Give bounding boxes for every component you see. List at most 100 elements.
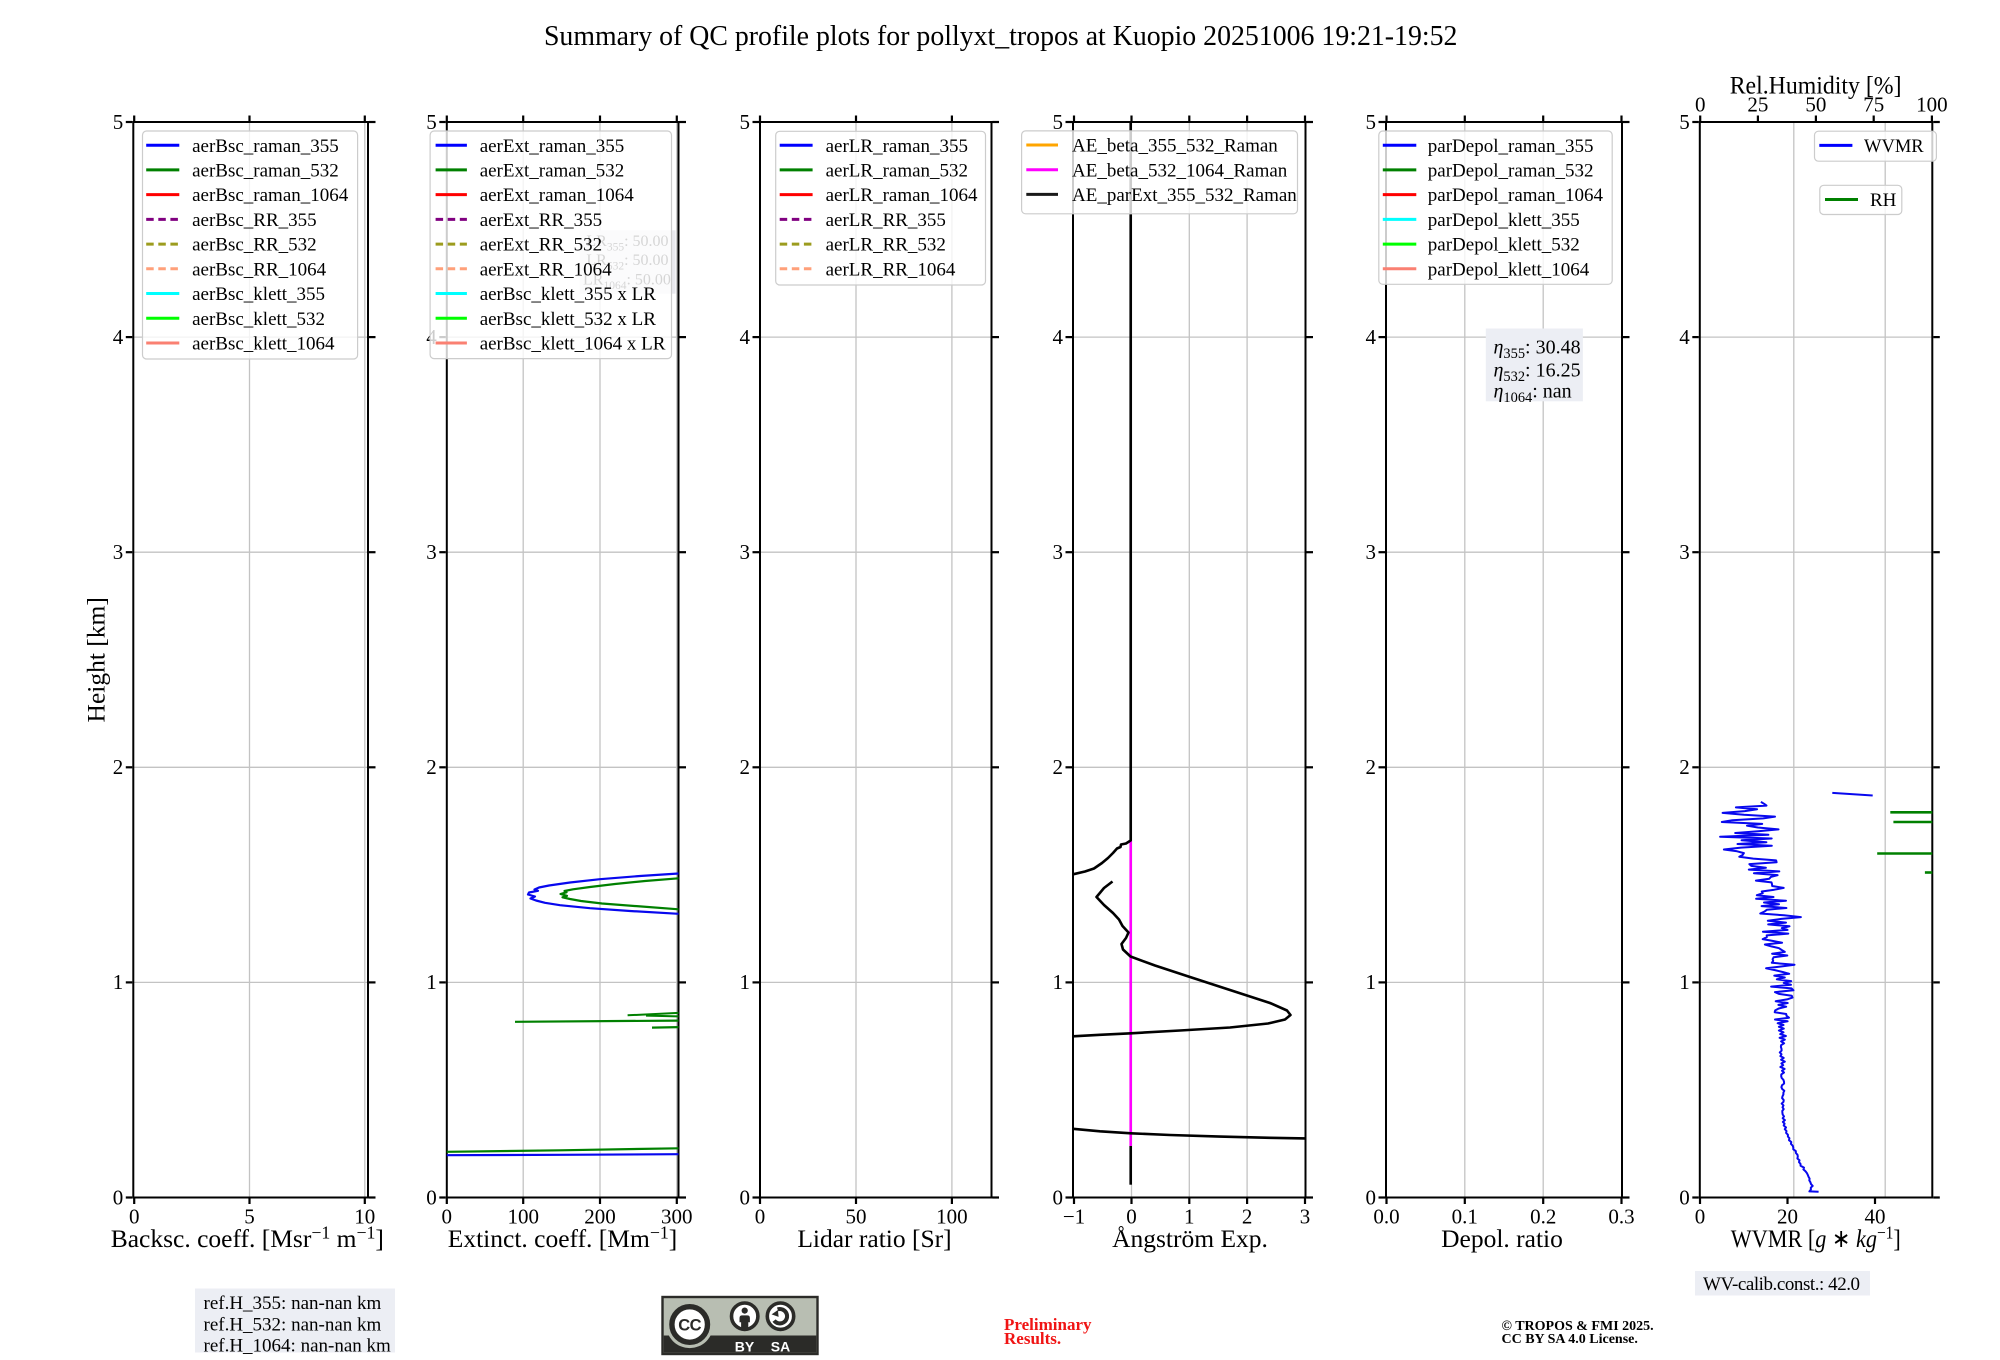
svg-text:aerLR_raman_532: aerLR_raman_532 [826,161,968,182]
svg-text:0: 0 [113,1185,124,1209]
svg-text:Preliminary: Preliminary [1004,1315,1092,1334]
svg-text:1: 1 [1184,1205,1195,1229]
svg-text:parDepol_klett_1064: parDepol_klett_1064 [1428,259,1590,280]
svg-text:aerBsc_raman_532: aerBsc_raman_532 [192,161,339,182]
svg-text:RH: RH [1870,190,1897,211]
svg-text:aerExt_RR_1064: aerExt_RR_1064 [480,259,612,280]
svg-text:100: 100 [936,1205,968,1229]
svg-text:aerBsc_klett_1064: aerBsc_klett_1064 [192,334,335,355]
svg-text:100: 100 [1916,93,1948,117]
svg-text:η355: 30.48: η355: 30.48 [1494,337,1581,363]
svg-text:1: 1 [1366,970,1377,994]
svg-text:parDepol_raman_1064: parDepol_raman_1064 [1428,185,1604,206]
svg-text:WV-calib.const.: 42.0: WV-calib.const.: 42.0 [1703,1274,1860,1295]
svg-text:Backsc. coeff. [Msr−1 m−1]: Backsc. coeff. [Msr−1 m−1] [111,1223,384,1254]
svg-text:0: 0 [1126,1205,1137,1229]
svg-text:3: 3 [1366,540,1377,564]
svg-text:1: 1 [1053,970,1064,994]
svg-text:1: 1 [740,970,751,994]
svg-text:Lidar ratio [Sr]: Lidar ratio [Sr] [797,1224,951,1253]
svg-text:aerBsc_klett_532 x LR: aerBsc_klett_532 x LR [480,309,657,330]
svg-text:3: 3 [426,540,437,564]
svg-text:Ångström Exp.: Ångström Exp. [1112,1224,1268,1253]
svg-text:SA: SA [771,1339,790,1355]
svg-text:0: 0 [740,1185,751,1209]
svg-text:0: 0 [129,1205,140,1229]
svg-text:0: 0 [1053,1185,1064,1209]
svg-text:5: 5 [244,1205,255,1229]
svg-text:4: 4 [1679,325,1690,349]
svg-text:aerExt_raman_532: aerExt_raman_532 [480,161,625,182]
svg-text:AE_parExt_355_532_Raman: AE_parExt_355_532_Raman [1072,185,1297,206]
svg-text:ref.H_1064: nan-nan km: ref.H_1064: nan-nan km [204,1336,392,1357]
svg-text:aerLR_RR_355: aerLR_RR_355 [826,210,946,231]
svg-text:3: 3 [1053,540,1064,564]
svg-text:3: 3 [113,540,124,564]
svg-text:300: 300 [661,1205,693,1229]
svg-text:0: 0 [1695,1205,1706,1229]
svg-text:−1: −1 [1063,1205,1085,1229]
svg-text:2: 2 [426,755,437,779]
svg-text:40: 40 [1865,1205,1886,1229]
svg-text:AE_beta_355_532_Raman: AE_beta_355_532_Raman [1072,136,1278,157]
svg-text:2: 2 [740,755,751,779]
svg-text:0.0: 0.0 [1373,1205,1399,1229]
svg-text:5: 5 [1679,110,1690,134]
svg-text:Extinct. coeff. [Mm−1]: Extinct. coeff. [Mm−1] [448,1223,677,1254]
svg-text:200: 200 [584,1205,616,1229]
svg-text:3: 3 [1679,540,1690,564]
svg-text:aerBsc_klett_355 x LR: aerBsc_klett_355 x LR [480,284,657,305]
svg-text:3: 3 [740,540,751,564]
svg-text:2: 2 [113,755,124,779]
svg-text:parDepol_klett_355: parDepol_klett_355 [1428,210,1580,231]
svg-text:aerBsc_klett_532: aerBsc_klett_532 [192,309,325,330]
svg-text:η532: 16.25: η532: 16.25 [1494,360,1581,386]
svg-text:aerExt_raman_1064: aerExt_raman_1064 [480,185,635,206]
svg-text:1: 1 [426,970,437,994]
svg-text:0.3: 0.3 [1608,1205,1634,1229]
svg-text:η1064: nan: η1064: nan [1494,381,1572,407]
svg-text:0: 0 [442,1205,453,1229]
svg-text:Results.: Results. [1004,1329,1061,1348]
svg-text:1: 1 [1679,970,1690,994]
svg-text:5: 5 [113,110,124,134]
svg-text:0: 0 [755,1205,766,1229]
svg-text:aerLR_raman_355: aerLR_raman_355 [826,136,968,157]
svg-text:Summary of QC profile plots fo: Summary of QC profile plots for pollyxt_… [544,21,1458,52]
svg-text:25: 25 [1747,93,1768,117]
svg-text:5: 5 [1053,110,1064,134]
svg-text:aerExt_RR_532: aerExt_RR_532 [480,235,602,256]
svg-text:0.1: 0.1 [1452,1205,1478,1229]
svg-text:1: 1 [113,970,124,994]
svg-text:aerBsc_klett_355: aerBsc_klett_355 [192,284,325,305]
svg-text:2: 2 [1366,755,1377,779]
svg-text:4: 4 [1053,325,1064,349]
svg-text:50: 50 [846,1205,867,1229]
svg-text:aerBsc_klett_1064 x LR: aerBsc_klett_1064 x LR [480,334,666,355]
svg-text:5: 5 [1366,110,1377,134]
svg-text:4: 4 [1366,325,1377,349]
svg-text:3: 3 [1300,1205,1311,1229]
svg-text:parDepol_raman_355: parDepol_raman_355 [1428,136,1594,157]
svg-text:CC: CC [678,1316,701,1334]
svg-text:aerExt_raman_355: aerExt_raman_355 [480,136,625,157]
svg-text:100: 100 [507,1205,539,1229]
svg-text:0.2: 0.2 [1530,1205,1556,1229]
svg-text:aerExt_RR_355: aerExt_RR_355 [480,210,602,231]
svg-text:parDepol_klett_532: parDepol_klett_532 [1428,235,1580,256]
svg-text:Depol. ratio: Depol. ratio [1441,1224,1563,1253]
svg-text:aerLR_raman_1064: aerLR_raman_1064 [826,185,978,206]
svg-text:aerBsc_RR_532: aerBsc_RR_532 [192,235,317,256]
svg-text:aerBsc_RR_1064: aerBsc_RR_1064 [192,259,327,280]
svg-text:aerBsc_raman_355: aerBsc_raman_355 [192,136,339,157]
svg-text:0: 0 [1695,93,1706,117]
svg-text:5: 5 [740,110,751,134]
svg-text:2: 2 [1679,755,1690,779]
svg-text:Rel.Humidity [%]: Rel.Humidity [%] [1730,71,1902,100]
svg-text:WVMR: WVMR [1864,137,1924,157]
svg-text:AE_beta_532_1064_Raman: AE_beta_532_1064_Raman [1072,160,1288,181]
svg-text:0: 0 [1679,1185,1690,1209]
svg-text:WVMR [g ∗ kg−1]: WVMR [g ∗ kg−1] [1731,1223,1901,1254]
svg-text:0: 0 [1366,1185,1377,1209]
svg-text:CC BY SA 4.0 License.: CC BY SA 4.0 License. [1502,1332,1638,1347]
